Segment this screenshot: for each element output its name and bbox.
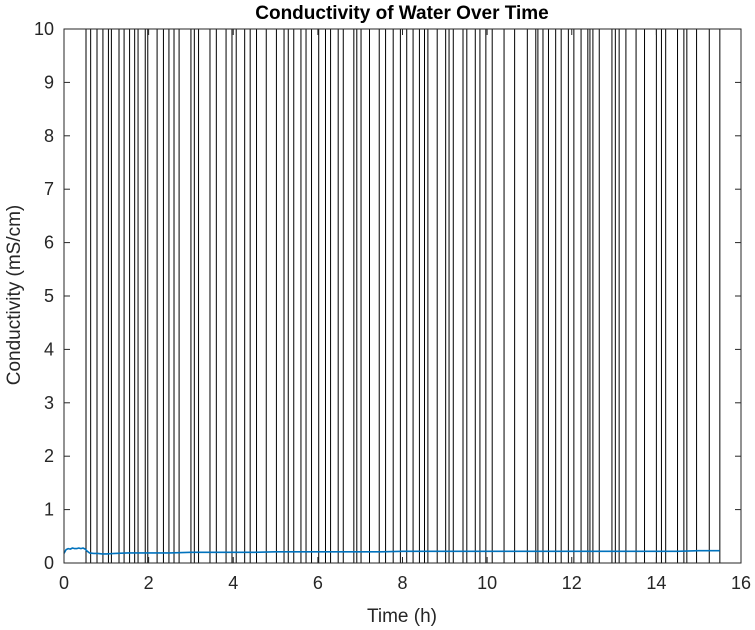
y-axis-label: Conductivity (mS/cm) <box>4 205 25 386</box>
y-tick-label: 1 <box>44 500 54 520</box>
y-ticks: 0 1 2 3 4 5 6 7 8 9 10 <box>34 19 741 573</box>
x-tick-label: 0 <box>59 573 69 593</box>
y-tick-label: 4 <box>44 339 54 359</box>
series-line <box>63 547 720 555</box>
y-tick-label: 8 <box>44 126 54 146</box>
series-group <box>63 547 720 555</box>
y-tick-label: 5 <box>44 286 54 306</box>
x-tick-label: 2 <box>144 573 154 593</box>
y-tick-label: 9 <box>44 72 54 92</box>
y-tick-label: 7 <box>44 179 54 199</box>
x-tick-label: 8 <box>397 573 407 593</box>
chart-title: Conductivity of Water Over Time <box>255 3 549 24</box>
y-tick-label: 10 <box>34 19 54 39</box>
x-tick-label: 10 <box>477 573 497 593</box>
x-tick-label: 12 <box>562 573 582 593</box>
plot-frame <box>63 28 742 564</box>
x-tick-label: 6 <box>313 573 323 593</box>
x-ticks: 0 2 4 6 8 10 12 14 16 <box>59 29 751 593</box>
x-tick-label: 14 <box>646 573 666 593</box>
y-tick-label: 0 <box>44 553 54 573</box>
y-tick-label: 3 <box>44 393 54 413</box>
x-tick-label: 16 <box>731 573 751 593</box>
vertical-lines <box>85 29 721 563</box>
x-tick-label: 4 <box>228 573 238 593</box>
y-tick-label: 2 <box>44 446 54 466</box>
x-axis-label: Time (h) <box>367 606 437 627</box>
y-tick-label: 6 <box>44 233 54 253</box>
